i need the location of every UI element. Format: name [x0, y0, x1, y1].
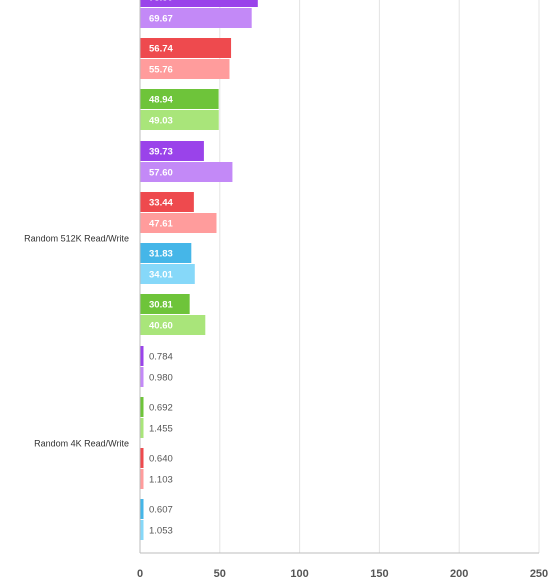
- bar-value-label: 39.73: [149, 147, 173, 158]
- bar-value-label: 33.44: [149, 198, 173, 209]
- bar: [140, 89, 219, 109]
- bar-value-label: 40.60: [149, 321, 173, 332]
- bar-value-label: 0.640: [149, 454, 173, 465]
- bar: [140, 448, 144, 468]
- bar-value-label: 1.455: [149, 424, 173, 435]
- bar-value-label: 1.103: [149, 475, 173, 486]
- bar-value-label: 0.607: [149, 505, 173, 516]
- bars: 73.50 69.67 56.74 55.76 48.94 49.03 39.73 57.60…: [140, 0, 258, 540]
- bar-value-label: 56.74: [149, 44, 173, 55]
- category-label: Random 4K Read/Write: [34, 439, 129, 449]
- x-tick-label: 0: [137, 568, 143, 580]
- bar-value-label: 1.053: [149, 526, 173, 537]
- bar: [140, 367, 144, 387]
- bar: [140, 110, 219, 130]
- grid-lines: [139, 0, 540, 554]
- bar-value-label: 55.76: [149, 65, 173, 76]
- bar: [140, 8, 252, 28]
- bar-value-label: 48.94: [149, 95, 173, 106]
- bar: [140, 0, 258, 7]
- category-labels: Random 512K Read/Write Random 4K Read/Wri…: [24, 234, 129, 449]
- bar-value-label: 34.01: [149, 270, 173, 281]
- x-axis-ticks: 0 50 100 150 200 250: [137, 568, 548, 580]
- bar-value-label: 0.784: [149, 352, 173, 363]
- bar: [140, 418, 144, 438]
- x-tick-label: 100: [290, 568, 308, 580]
- bar: [140, 243, 192, 263]
- bar: [140, 264, 195, 284]
- bar-value-label: 0.692: [149, 403, 173, 414]
- bar: [140, 499, 144, 519]
- bar: [140, 469, 144, 489]
- bar: [140, 38, 232, 58]
- bar: [140, 162, 233, 182]
- bar: [140, 315, 206, 335]
- bar-value-label: 57.60: [149, 168, 173, 179]
- bar: [140, 59, 230, 79]
- category-label: Random 512K Read/Write: [24, 234, 129, 244]
- bar-value-label: 49.03: [149, 116, 173, 127]
- bar: [140, 213, 217, 233]
- bar: [140, 346, 144, 366]
- bar: [140, 192, 194, 212]
- bar-value-label: 47.61: [149, 219, 173, 230]
- x-tick-label: 150: [370, 568, 388, 580]
- x-tick-label: 250: [530, 568, 548, 580]
- bar: [140, 294, 190, 314]
- x-tick-label: 50: [214, 568, 226, 580]
- bar-value-label: 30.81: [149, 300, 173, 311]
- bar-value-label: 69.67: [149, 14, 173, 25]
- bar-value-label: 31.83: [149, 249, 173, 260]
- bar-value-label: 0.980: [149, 373, 173, 384]
- x-tick-label: 200: [450, 568, 468, 580]
- bar: [140, 141, 204, 161]
- bar: [140, 520, 144, 540]
- bar-value-label: 73.50: [149, 0, 173, 4]
- bar: [140, 397, 144, 417]
